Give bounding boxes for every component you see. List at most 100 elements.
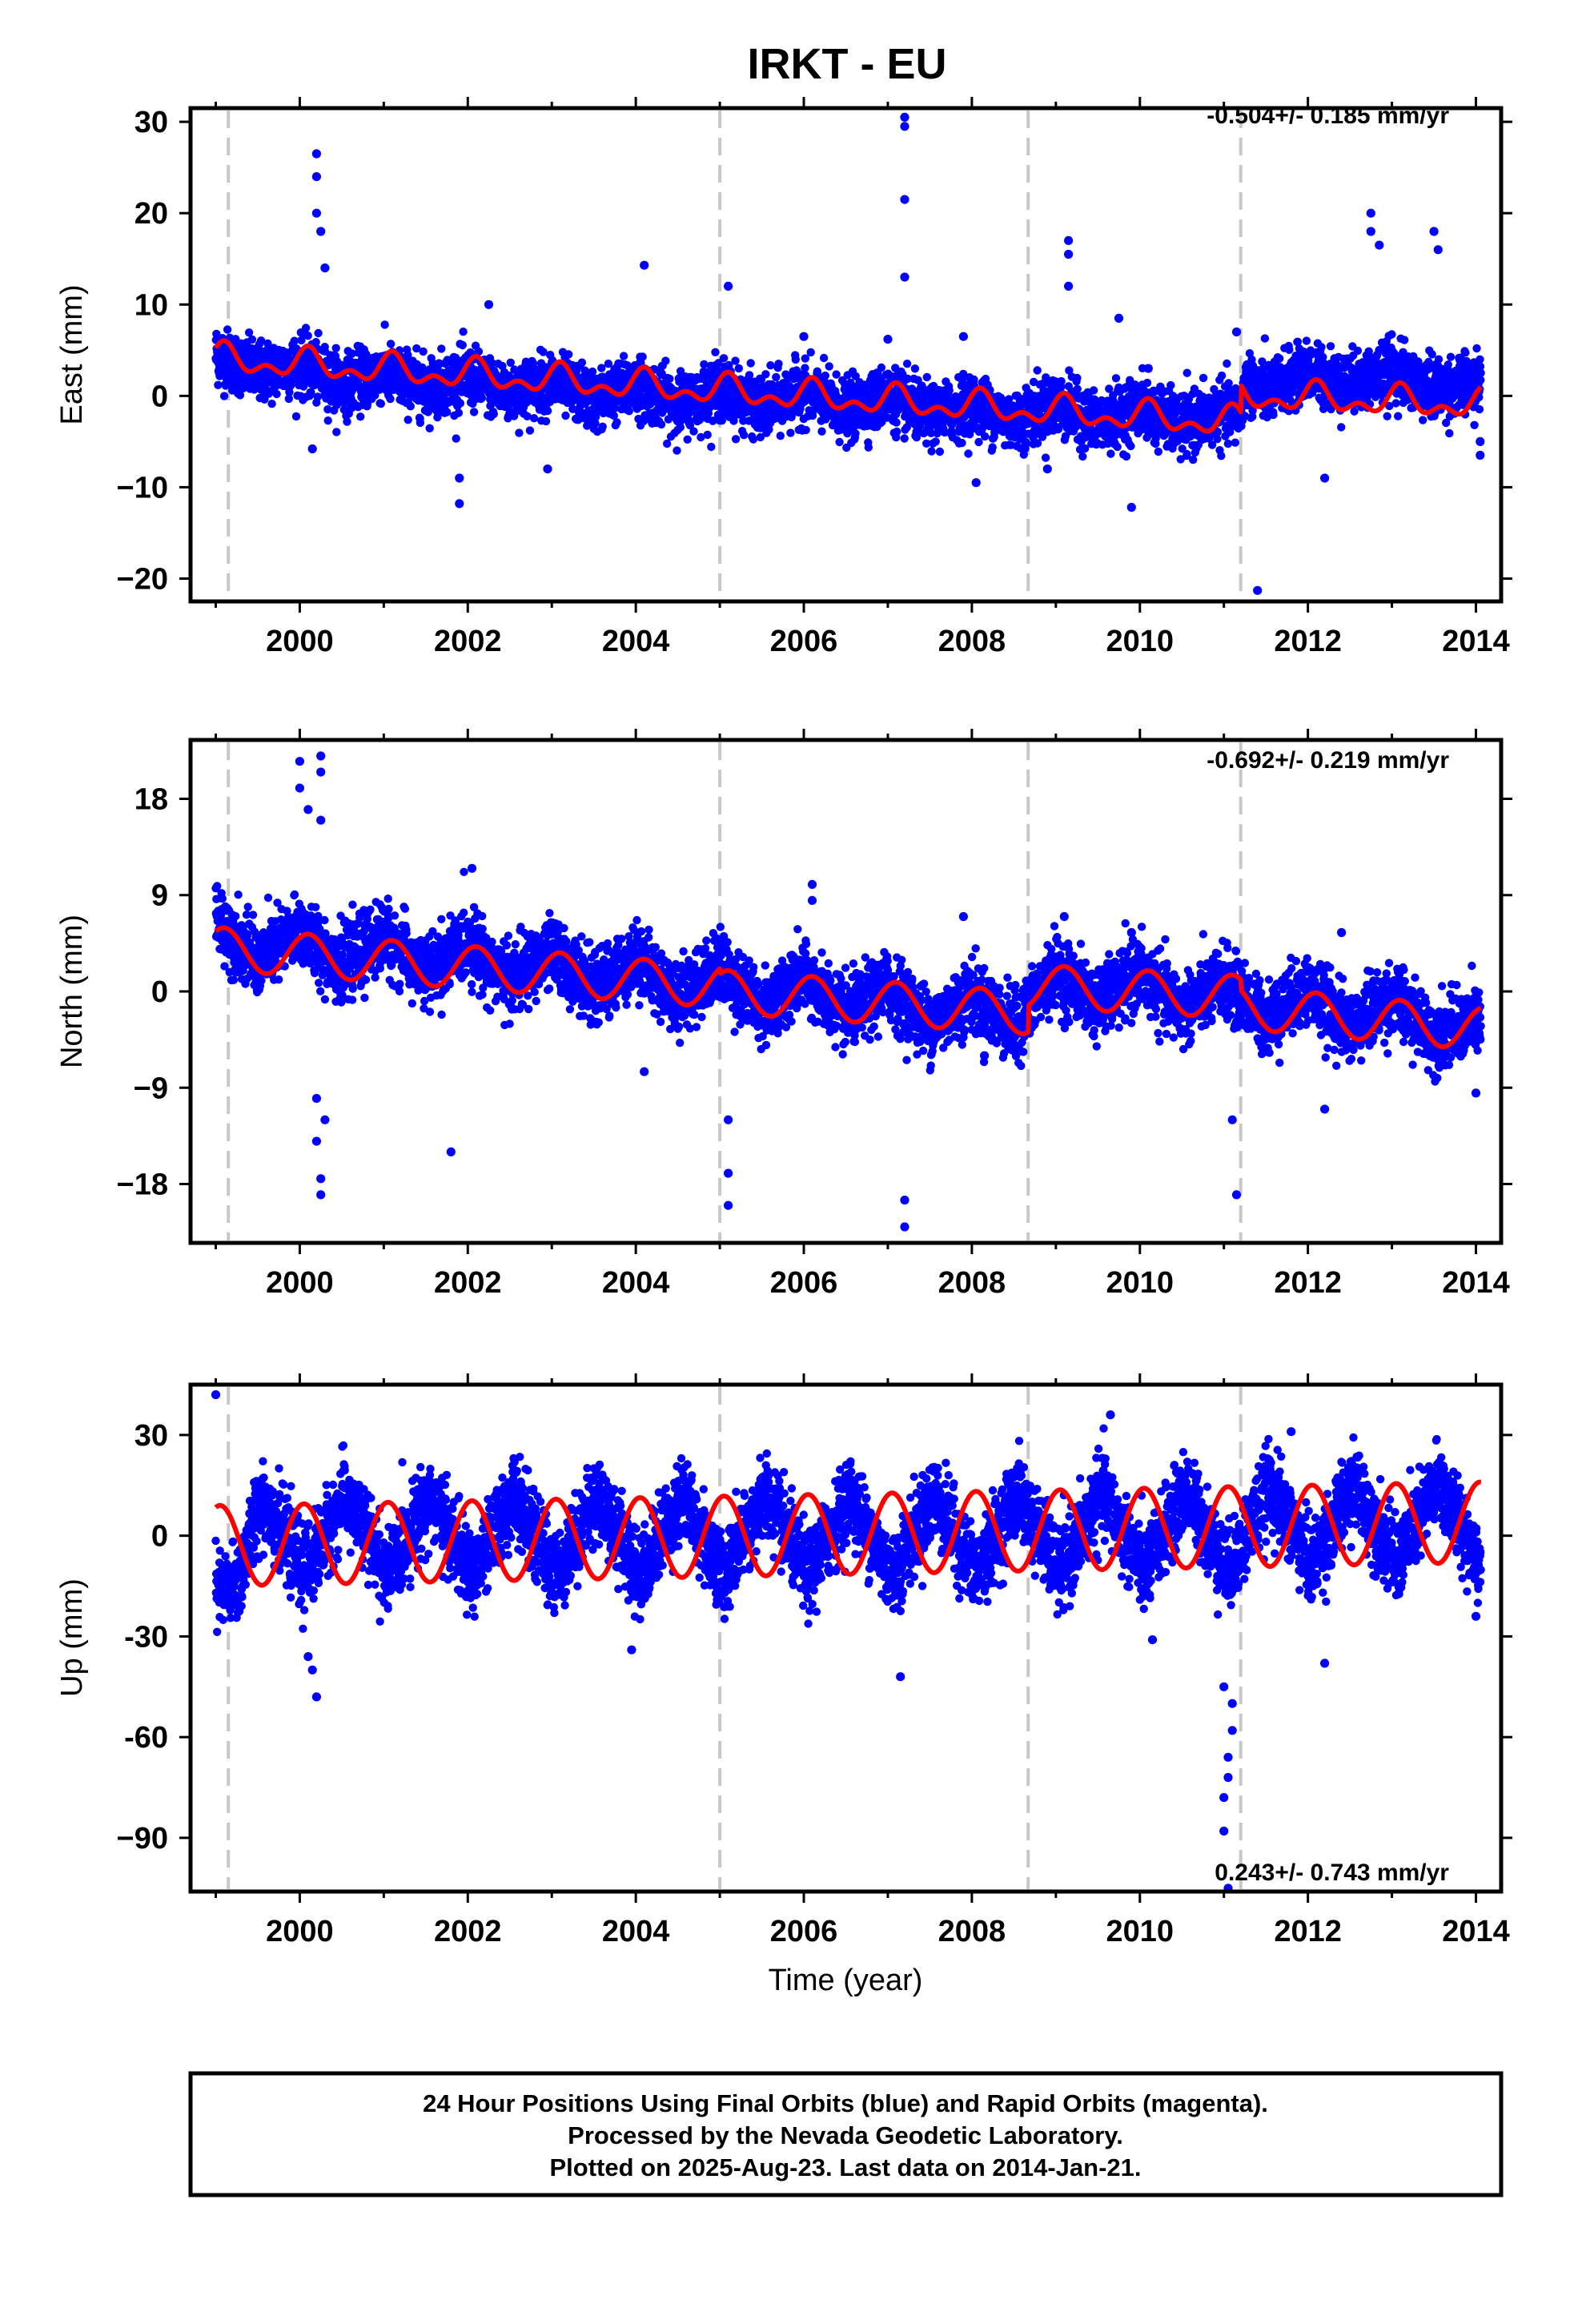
east-obs-point bbox=[1033, 366, 1042, 375]
east-obs-point bbox=[1231, 438, 1240, 447]
east-obs-point bbox=[711, 348, 720, 356]
east-obs-point bbox=[267, 400, 276, 408]
east-obs-point bbox=[749, 435, 758, 444]
east-obs-point bbox=[1199, 373, 1208, 383]
east-obs-point bbox=[1326, 342, 1335, 351]
east-obs-point bbox=[290, 336, 299, 345]
east-obs-point bbox=[745, 371, 754, 380]
east-obs-point bbox=[1337, 423, 1346, 432]
east-obs-point bbox=[922, 372, 932, 382]
east-obs-point bbox=[1182, 449, 1191, 459]
east-obs-point bbox=[832, 370, 841, 379]
east-obs-point bbox=[1142, 378, 1152, 388]
east-obs-point bbox=[676, 423, 685, 432]
east-obs-point bbox=[910, 364, 920, 373]
east-obs-point bbox=[935, 447, 945, 456]
east-obs-point bbox=[235, 391, 245, 400]
east-obs-point bbox=[456, 399, 465, 408]
east-obs-point bbox=[525, 426, 535, 435]
east-obs-point bbox=[1217, 452, 1226, 460]
east-obs-point bbox=[774, 360, 783, 368]
east-obs-point bbox=[624, 407, 633, 416]
east-obs-point bbox=[927, 447, 936, 456]
east-data-layer bbox=[211, 111, 1485, 599]
east-obs-point bbox=[819, 353, 829, 363]
east-obs-point bbox=[1224, 379, 1233, 388]
east-obs-point bbox=[1106, 449, 1115, 458]
east-obs-point bbox=[902, 360, 912, 368]
east-obs-point bbox=[665, 374, 674, 384]
east-obs-point bbox=[1217, 371, 1227, 380]
east-obs-point bbox=[734, 364, 743, 373]
east-obs-point bbox=[291, 412, 301, 421]
east-obs-point bbox=[835, 437, 844, 447]
east-obs-point bbox=[313, 392, 322, 401]
east-obs-point bbox=[247, 335, 257, 344]
east-obs-point bbox=[821, 371, 830, 380]
east-obs-point bbox=[588, 367, 597, 376]
east-obs-point bbox=[945, 386, 954, 395]
chart-title: IRKT - EU bbox=[748, 40, 947, 88]
east-obs-point bbox=[766, 361, 775, 370]
east-obs-point bbox=[244, 328, 254, 337]
east-obs-point bbox=[673, 446, 681, 455]
east-obs-point bbox=[703, 430, 712, 440]
east-obs-point bbox=[404, 416, 412, 424]
east-obs-point bbox=[452, 434, 460, 443]
east-obs-point bbox=[435, 359, 444, 368]
east-obs-point bbox=[577, 358, 587, 367]
east-obs-point bbox=[893, 427, 901, 436]
east-obs-point bbox=[314, 328, 323, 338]
east-obs-point bbox=[1073, 384, 1082, 393]
east-obs-point bbox=[386, 340, 396, 348]
east-obs-point bbox=[801, 425, 810, 435]
east-obs-point bbox=[619, 352, 628, 360]
east-obs-point bbox=[1353, 346, 1363, 356]
east-obs-point bbox=[1113, 442, 1122, 452]
east-obs-point bbox=[459, 328, 468, 336]
east-obs-point bbox=[900, 434, 909, 443]
east-obs-point bbox=[454, 408, 464, 417]
east-obs-point bbox=[892, 418, 901, 427]
east-obs-point bbox=[469, 408, 479, 416]
east-obs-point bbox=[515, 428, 524, 437]
east-panel: 2000 2002 2004 2006 2008 2010 2012 2014−20−1001… bbox=[55, 97, 1512, 658]
east-obs-point bbox=[425, 424, 434, 432]
east-obs-point bbox=[543, 406, 552, 416]
east-obs-point bbox=[1223, 359, 1231, 368]
east-obs-point bbox=[598, 422, 607, 431]
east-obs-point bbox=[256, 336, 266, 345]
east-obs-point bbox=[1189, 455, 1198, 464]
east-obs-point bbox=[416, 418, 425, 428]
east-obs-point bbox=[661, 356, 670, 365]
east-obs-point bbox=[284, 394, 293, 404]
east-obs-point bbox=[1269, 410, 1278, 420]
east-obs-point bbox=[272, 389, 281, 399]
east-obs-point bbox=[343, 417, 351, 426]
east-obs-point bbox=[739, 431, 749, 440]
east-obs-point bbox=[458, 340, 467, 350]
east-obs-point bbox=[1317, 343, 1326, 352]
east-obs-point bbox=[323, 405, 332, 414]
east-obs-point bbox=[612, 418, 621, 427]
east-obs-point bbox=[412, 344, 421, 353]
east-obs-point bbox=[437, 344, 446, 353]
east-obs-point bbox=[958, 438, 966, 448]
east-obs-point bbox=[719, 354, 729, 363]
east-obs-point bbox=[376, 399, 385, 408]
east-obs-point bbox=[529, 414, 539, 423]
east-obs-point bbox=[801, 354, 809, 363]
east-obs-point bbox=[776, 432, 785, 440]
east-obs-point bbox=[297, 336, 306, 345]
east-obs-point bbox=[356, 412, 365, 421]
east-obs-point bbox=[386, 394, 395, 404]
east-obs-point bbox=[772, 372, 781, 382]
east-obs-point bbox=[404, 351, 412, 360]
east-obs-point bbox=[1022, 438, 1031, 447]
east-obs-point bbox=[1111, 374, 1121, 383]
east-obs-point bbox=[707, 442, 716, 452]
east-obs-point bbox=[851, 429, 860, 438]
east-obs-point bbox=[331, 344, 340, 352]
east-obs-point bbox=[817, 427, 826, 436]
